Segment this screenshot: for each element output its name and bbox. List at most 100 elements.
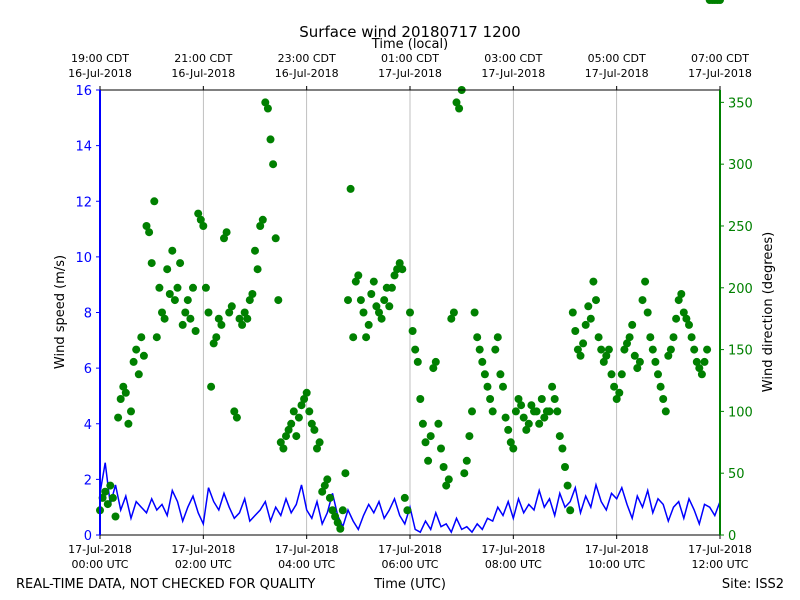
wind-direction-point [274, 296, 283, 305]
direction-tick-label: 100 [728, 405, 753, 420]
wind-direction-point [716, 0, 724, 4]
top-tick-time: 07:00 CDT [691, 52, 749, 65]
x-tick-time: 02:00 UTC [175, 558, 232, 571]
wind-direction-point [620, 345, 629, 354]
wind-direction-point [150, 197, 159, 206]
wind-direction-point [282, 432, 290, 441]
wind-direction-point [323, 475, 332, 484]
top-tick-date: 17-Jul-2018 [585, 67, 649, 80]
top-tick-date: 16-Jul-2018 [68, 67, 132, 80]
wind-direction-point [398, 265, 407, 274]
wind-direction-point [307, 419, 316, 428]
x-tick-date: 17-Jul-2018 [585, 543, 649, 556]
wind-direction-point [468, 407, 476, 416]
wind-direction-point [431, 357, 440, 366]
wind-direction-point [261, 98, 270, 107]
wind-direction-point [207, 382, 216, 391]
wind-direction-point [496, 370, 505, 379]
wind-direction-point [576, 351, 585, 360]
x-tick-date: 17-Jul-2018 [68, 543, 132, 556]
x-tick-time: 06:00 UTC [381, 558, 438, 571]
top-tick-time: 23:00 CDT [278, 52, 336, 65]
wind-direction-point [302, 388, 311, 397]
wind-direction-point [429, 364, 438, 373]
wind-direction-point [139, 351, 148, 360]
wind-direction-point [700, 357, 709, 366]
footer-site: Site: ISS2 [722, 577, 784, 592]
wind-direction-point [194, 209, 203, 218]
wind-direction-point [416, 395, 425, 403]
wind-direction-point [320, 481, 329, 490]
wind-direction-point [336, 524, 345, 533]
wind-direction-point [349, 333, 358, 342]
top-tick-date: 16-Jul-2018 [171, 67, 235, 80]
wind-direction-point [232, 413, 241, 422]
wind-direction-point [238, 320, 247, 329]
wind-direction-point [462, 456, 471, 465]
y-axis-label-direction: Wind direction (degrees) [761, 232, 776, 392]
speed-tick-label: 14 [75, 140, 92, 155]
wind-direction-point [607, 370, 616, 379]
wind-direction-point [176, 259, 185, 268]
wind-direction-point [511, 407, 520, 416]
left-speed-axis: 0 2 4 6 8 10 12 14 16 [75, 84, 100, 544]
wind-direction-point [437, 444, 445, 453]
wind-direction-point [201, 283, 210, 292]
wind-direction-point [168, 246, 177, 255]
wind-direction-point [579, 339, 588, 348]
wind-direction-point [664, 351, 673, 360]
wind-direction-point [654, 370, 662, 379]
wind-direction-point [514, 395, 523, 403]
direction-tick-label: 350 [728, 96, 753, 111]
wind-direction-point [155, 283, 164, 292]
speed-tick-label: 16 [75, 84, 92, 99]
x-tick-time: 00:00 UTC [71, 558, 128, 571]
wind-direction-point [548, 382, 557, 391]
wind-direction-point [584, 302, 593, 311]
wind-direction-point [204, 308, 213, 317]
x-tick-time: 12:00 UTC [691, 558, 748, 571]
wind-direction-point [145, 228, 154, 237]
wind-direction-point [251, 246, 259, 255]
wind-direction-point [473, 333, 482, 342]
wind-direction-point [491, 345, 500, 354]
wind-direction-point [571, 327, 580, 335]
wind-direction-point [509, 444, 518, 453]
wind-direction-point [127, 407, 135, 416]
wind-direction-point [550, 395, 559, 403]
wind-direction-point [610, 382, 619, 391]
wind-direction-point [263, 104, 272, 113]
wind-direction-point [413, 357, 422, 366]
wind-direction-point [553, 407, 562, 416]
wind-direction-point [178, 320, 187, 329]
speed-tick-label: 10 [75, 251, 92, 266]
wind-direction-point [160, 314, 169, 323]
wind-direction-point [483, 382, 492, 391]
wind-direction-point [341, 469, 350, 478]
direction-tick-label: 200 [728, 282, 753, 297]
wind-direction-point [685, 320, 693, 329]
wind-direction-point [325, 493, 334, 502]
wind-direction-point [545, 407, 554, 416]
x-tick-time: 08:00 UTC [485, 558, 542, 571]
wind-direction-point [630, 351, 639, 360]
wind-direction-point [633, 364, 642, 373]
wind-direction-point [214, 314, 223, 323]
top-tick-time: 19:00 CDT [71, 52, 129, 65]
wind-direction-series [96, 0, 724, 533]
wind-direction-point [623, 339, 631, 348]
wind-direction-point [615, 388, 624, 397]
wind-direction-point [426, 432, 435, 441]
wind-direction-point [121, 388, 130, 397]
wind-direction-point [519, 413, 528, 422]
x-tick-time: 04:00 UTC [278, 558, 335, 571]
wind-direction-point [344, 296, 352, 305]
wind-direction-point [522, 425, 531, 434]
speed-tick-label: 8 [84, 307, 92, 322]
direction-tick-label: 300 [728, 158, 753, 173]
wind-direction-point [558, 444, 567, 453]
wind-direction-point [504, 425, 513, 434]
wind-direction-point [354, 271, 363, 280]
wind-direction-point [318, 487, 327, 496]
wind-direction-point [424, 456, 433, 465]
